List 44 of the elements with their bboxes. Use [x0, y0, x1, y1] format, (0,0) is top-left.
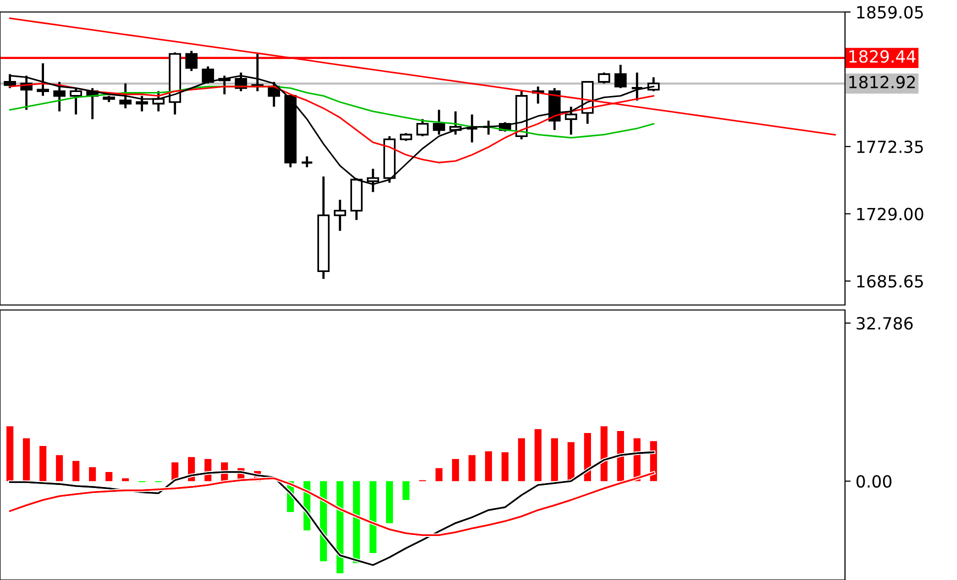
candlestick: [300, 155, 314, 168]
bar: [370, 481, 376, 553]
bar: [39, 446, 46, 482]
bar: [6, 426, 14, 482]
bar: [502, 452, 508, 482]
y-tick-label: 1729.00: [857, 208, 924, 220]
bar: [72, 460, 80, 482]
ref-line-label: 1812.92: [849, 76, 915, 88]
bar: [56, 455, 63, 482]
candlestick: [564, 106, 578, 136]
bar: [402, 481, 410, 500]
bar: [105, 472, 112, 482]
bar: [551, 438, 558, 482]
candlestick: [136, 94, 148, 112]
y-tick-label: 1772.35: [857, 140, 923, 154]
candlestick: [119, 82, 132, 110]
y-tick-label: 0.00: [856, 475, 892, 488]
bar: [600, 426, 608, 482]
bar: [485, 451, 492, 482]
y-tick-label: 32.786: [856, 317, 913, 330]
candlestick: [334, 198, 346, 232]
bar: [468, 455, 476, 482]
bar: [353, 481, 360, 564]
bar: [584, 432, 592, 482]
candlestick: [416, 118, 429, 138]
candlestick: [53, 80, 66, 112]
bar: [436, 468, 442, 482]
bar: [568, 442, 574, 482]
candlestick: [598, 71, 610, 85]
y-tick-label: 1859.05: [857, 6, 923, 19]
candlestick: [432, 108, 446, 136]
ref-line-label: 1829.44: [849, 50, 916, 63]
y-tick-label: 1685.65: [857, 274, 923, 288]
bar: [518, 438, 525, 482]
candlestick: [614, 64, 627, 90]
bar: [452, 458, 459, 482]
bar: [336, 481, 344, 574]
bar: [386, 481, 393, 524]
bar: [22, 438, 30, 482]
candlestick: [70, 86, 82, 116]
bar: [88, 467, 96, 482]
candlestick: [185, 50, 198, 72]
candlestick: [466, 113, 478, 144]
bar: [534, 429, 542, 482]
